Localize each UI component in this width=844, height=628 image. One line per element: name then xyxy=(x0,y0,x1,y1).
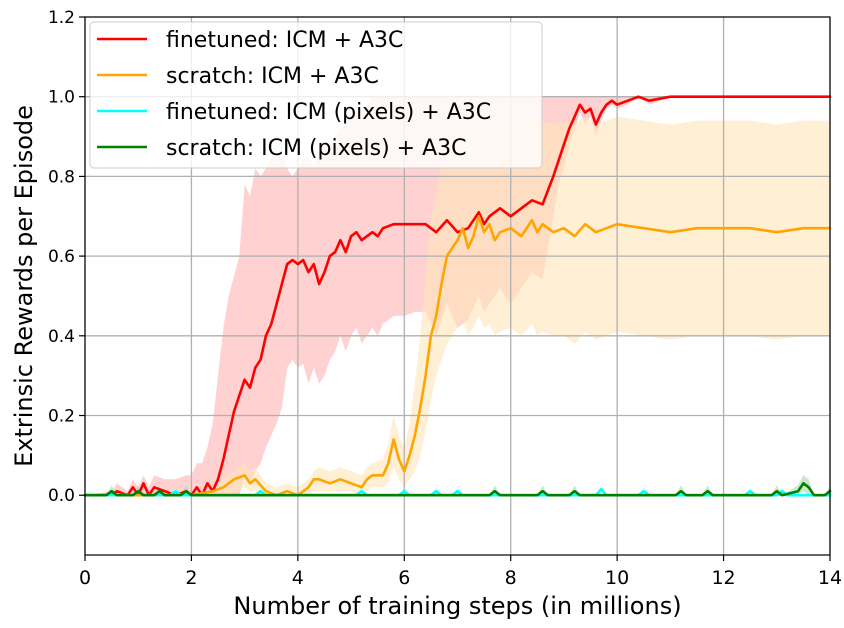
y-axis-label: Extrinsic Rewards per Episode xyxy=(10,105,38,467)
y-tick-label: 0.4 xyxy=(48,327,75,347)
x-tick-label: 0 xyxy=(79,567,91,589)
x-tick-label: 14 xyxy=(818,567,842,589)
y-tick-label: 0.8 xyxy=(48,167,75,187)
x-tick-label: 2 xyxy=(185,567,197,589)
band-series-1 xyxy=(85,117,830,496)
x-axis-ticks: 0 2 4 6 8 10 12 14 xyxy=(79,555,842,589)
legend-entry-label: finetuned: ICM + A3C xyxy=(166,28,403,53)
y-tick-label: 0.6 xyxy=(48,247,75,267)
x-tick-label: 4 xyxy=(292,567,304,589)
legend-entry-label: scratch: ICM + A3C xyxy=(166,64,379,89)
legend-entry-label: finetuned: ICM (pixels) + A3C xyxy=(166,100,491,125)
x-axis-label: Number of training steps (in millions) xyxy=(233,592,681,620)
y-tick-label: 0.2 xyxy=(48,407,75,427)
y-tick-label: 0.0 xyxy=(48,486,75,506)
x-tick-label: 12 xyxy=(711,567,735,589)
x-tick-label: 10 xyxy=(605,567,629,589)
y-tick-label: 1.0 xyxy=(48,88,75,108)
legend: finetuned: ICM + A3C scratch: ICM + A3C fi… xyxy=(90,22,542,168)
y-axis-ticks: 0.0 0.2 0.4 0.6 0.8 1.0 1.2 xyxy=(48,8,85,506)
x-tick-label: 6 xyxy=(398,567,410,589)
x-tick-label: 8 xyxy=(505,567,517,589)
y-tick-label: 1.2 xyxy=(48,8,75,28)
legend-entry-label: scratch: ICM (pixels) + A3C xyxy=(166,136,467,161)
